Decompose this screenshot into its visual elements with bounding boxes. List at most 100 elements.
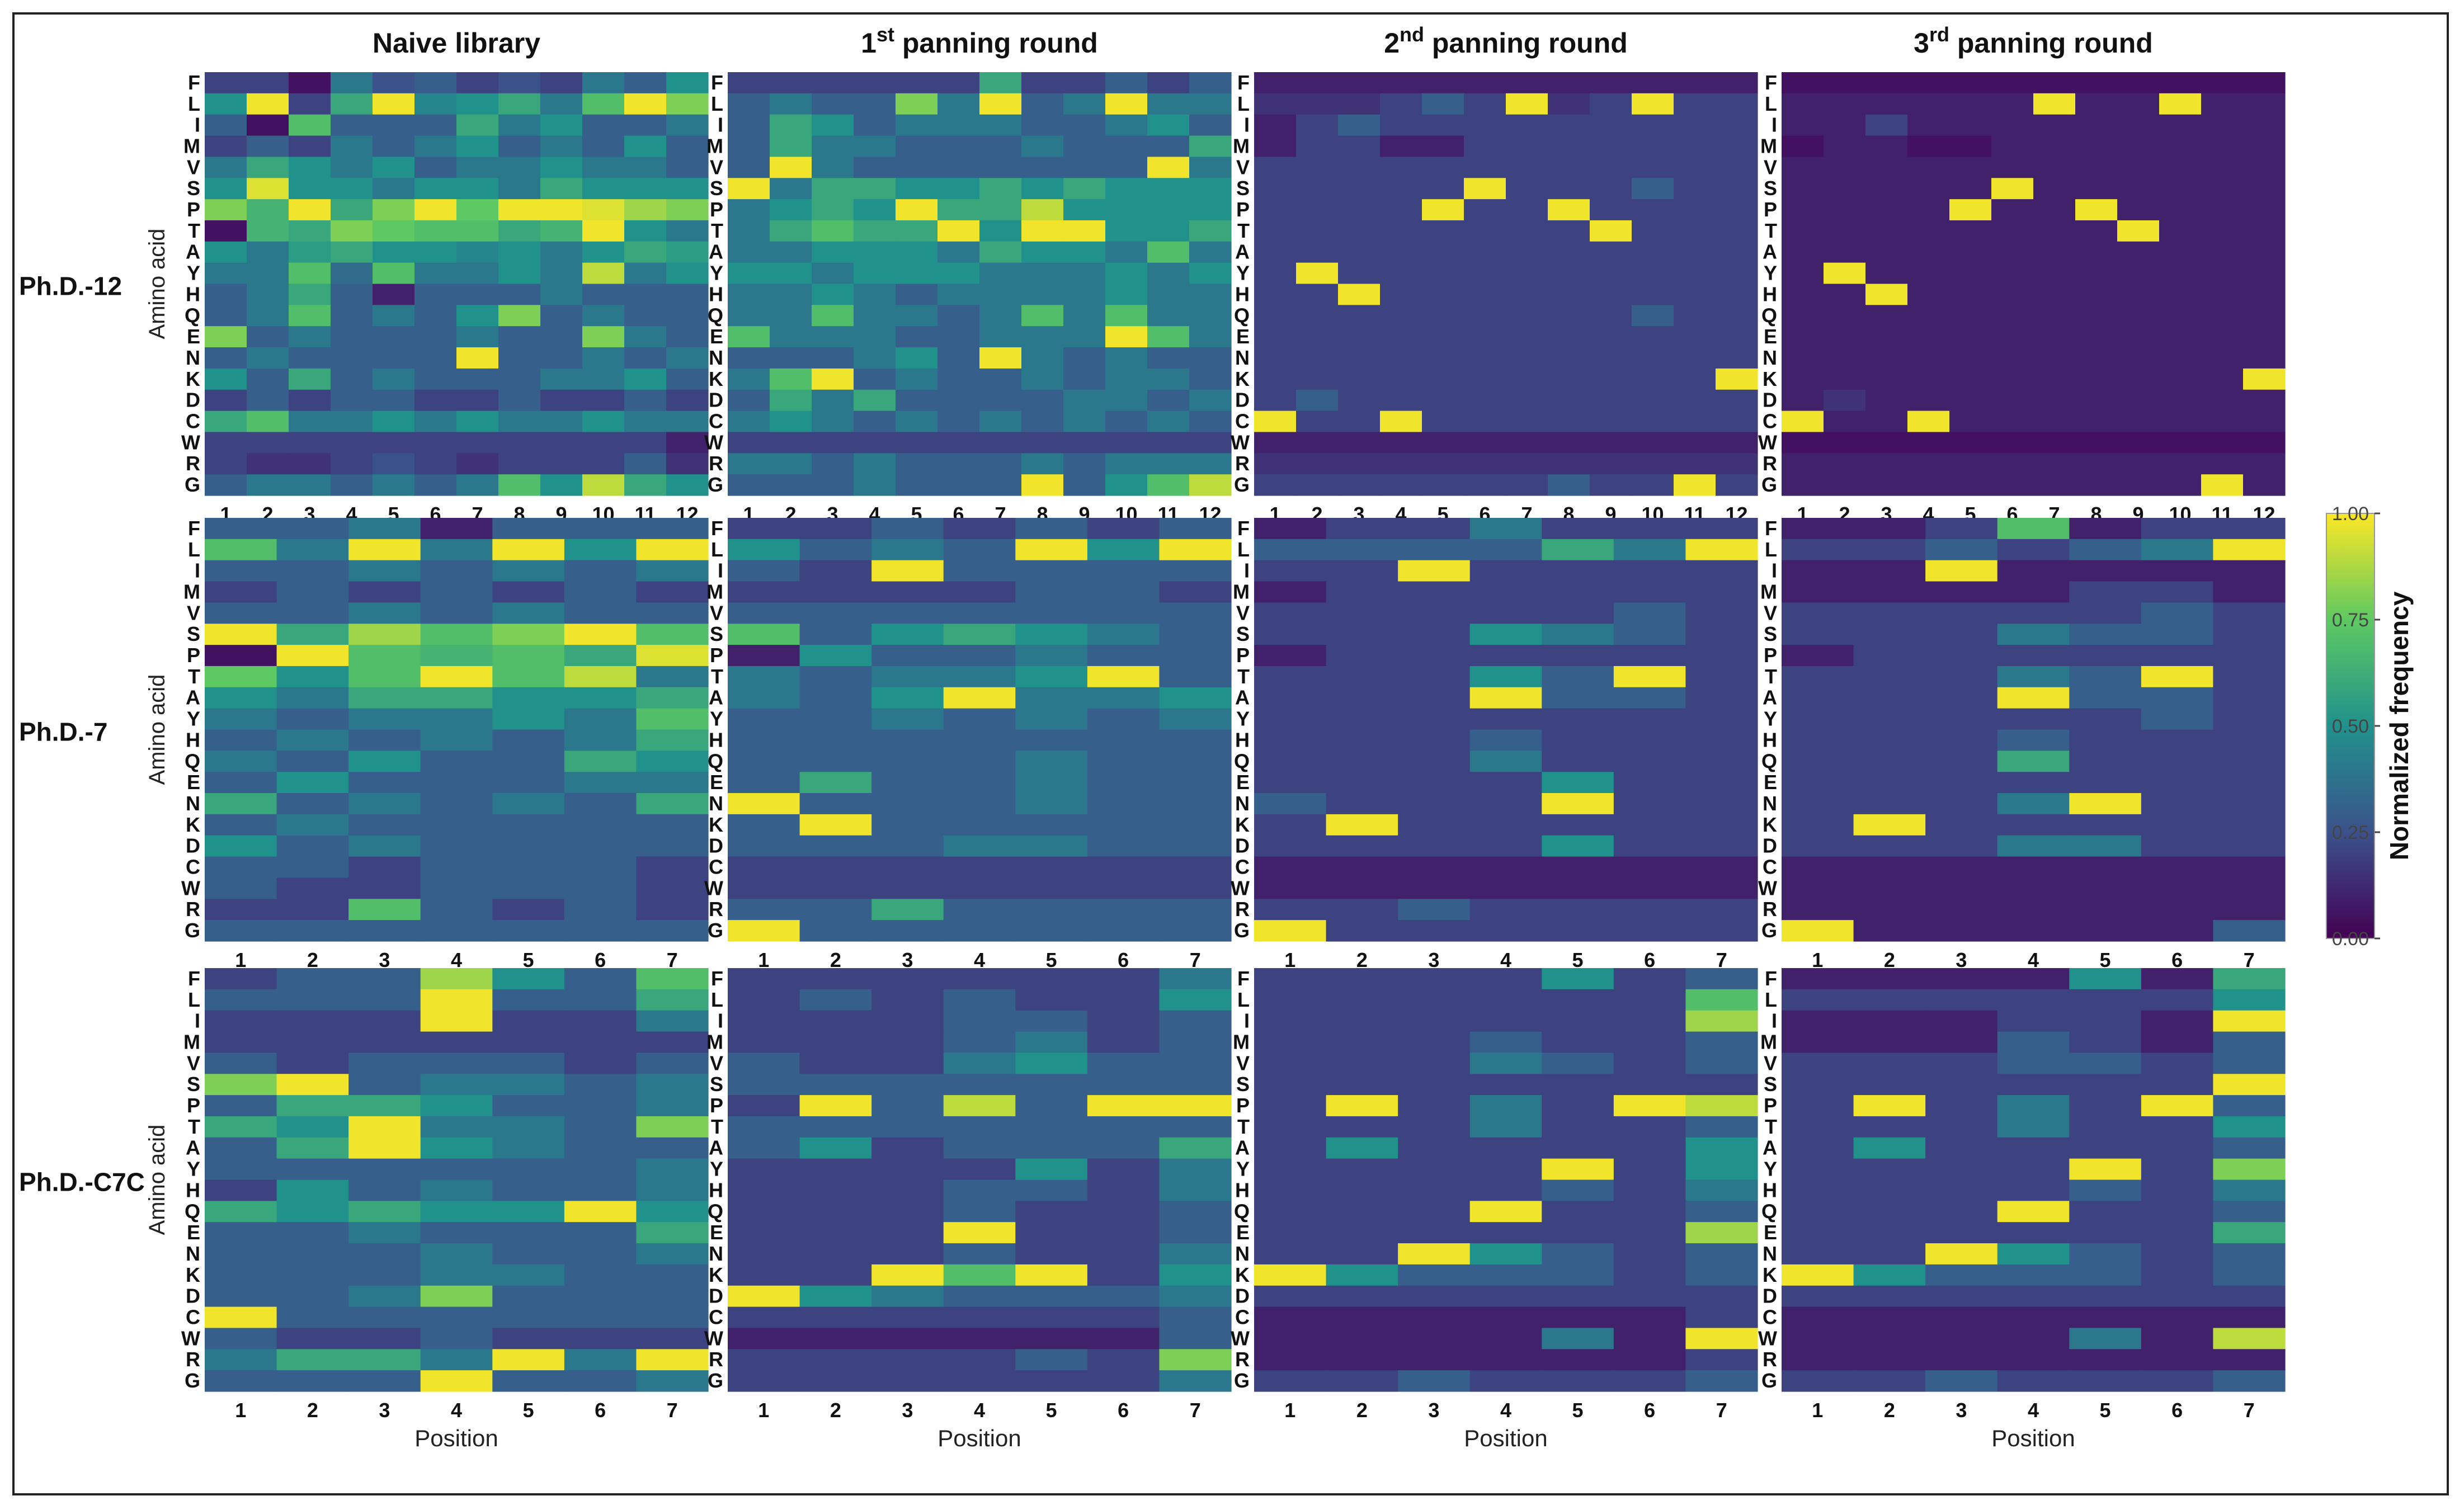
heatmap-cell (1087, 687, 1160, 709)
heatmap-cell (247, 453, 289, 475)
heatmap-cell (1063, 389, 1106, 412)
column-title-text: 3 (1914, 27, 1929, 59)
heatmap-cell (799, 899, 872, 921)
heatmap-cell (540, 368, 583, 390)
heatmap-cell (2141, 793, 2214, 815)
heatmap-cell (1997, 968, 2070, 990)
heatmap-cell (1925, 729, 1998, 751)
heatmap-cell (1925, 602, 1998, 624)
heatmap-cell (1997, 1349, 2070, 1371)
heatmap-cell (1398, 1137, 1471, 1159)
heatmap-cell (540, 347, 583, 369)
heatmap-cell (420, 835, 493, 857)
heatmap-cell (420, 1243, 493, 1265)
heatmap-cell (1422, 199, 1464, 221)
heatmap-cell (2201, 347, 2244, 369)
amino-acid-tick-label: N (1235, 346, 1250, 369)
heatmap-cell (2117, 220, 2160, 242)
amino-acid-tick-label: T (188, 219, 200, 242)
amino-acid-tick-label: D (1235, 834, 1250, 857)
heatmap-cell (728, 347, 770, 369)
heatmap-cell (1542, 835, 1614, 857)
heatmap-cell (666, 410, 709, 433)
heatmap-cell (582, 453, 625, 475)
heatmap-cell (373, 135, 415, 157)
heatmap-cell (1254, 772, 1327, 794)
heatmap-cell (205, 1306, 277, 1329)
amino-acid-tick-label: F (1237, 967, 1250, 990)
heatmap-cell (1380, 220, 1422, 242)
heatmap-cell (1542, 1222, 1614, 1244)
heatmap-cell (624, 241, 667, 263)
heatmap-cell (1782, 968, 1854, 990)
amino-acid-tick-label: P (1236, 1094, 1250, 1117)
heatmap-cell (624, 284, 667, 305)
heatmap-cell (1015, 1328, 1088, 1349)
heatmap-cell (420, 899, 493, 921)
heatmap-cell (1674, 72, 1716, 94)
heatmap-cell (1685, 1264, 1758, 1286)
heatmap-cell (636, 602, 709, 624)
amino-acid-tick-label: F (711, 71, 723, 94)
heatmap-cell (871, 1201, 944, 1223)
heatmap-cell (896, 305, 938, 327)
heatmap-cell (1254, 347, 1297, 369)
heatmap-cell (564, 1095, 637, 1117)
heatmap-cell (1469, 793, 1542, 815)
heatmap-cell (1853, 1010, 1926, 1032)
heatmap-cell (1782, 1264, 1854, 1286)
heatmap-cell (1398, 1095, 1471, 1117)
amino-acid-tick-label: A (186, 240, 200, 263)
heatmap-cell (1469, 560, 1542, 582)
heatmap-cell (1296, 368, 1339, 390)
heatmap-cell (1159, 666, 1232, 688)
heatmap-cell (1087, 1137, 1160, 1159)
heatmap-cell (871, 1349, 944, 1371)
heatmap-cell (812, 347, 854, 369)
heatmap-cell (1159, 729, 1232, 751)
heatmap-cell (1674, 241, 1716, 263)
heatmap-cell (1949, 114, 1992, 136)
x-axis-label: Position (1991, 1425, 2075, 1451)
heatmap-cell (276, 666, 349, 688)
heatmap-cell (1782, 814, 1854, 836)
heatmap-cell (2243, 241, 2286, 263)
heatmap-cell (979, 72, 1022, 94)
heatmap-cell (1159, 1349, 1232, 1371)
heatmap-cell (2159, 157, 2202, 178)
heatmap-cell (1189, 389, 1232, 412)
heatmap-cell (205, 199, 247, 221)
heatmap-cell (1506, 157, 1548, 178)
heatmap-cell (1782, 1349, 1854, 1371)
heatmap-cell (1674, 432, 1716, 454)
heatmap-cell (1506, 368, 1548, 390)
heatmap-cell (624, 453, 667, 475)
heatmap-cell (1254, 518, 1327, 540)
heatmap-cell (492, 1201, 565, 1223)
heatmap-cell (728, 814, 800, 836)
heatmap-cell (1296, 114, 1339, 136)
heatmap-cell (582, 135, 625, 157)
position-tick-label: 5 (1572, 949, 1584, 971)
heatmap-cell (1997, 1116, 2070, 1138)
heatmap-cell (2069, 1116, 2142, 1138)
heatmap-cell (2141, 1222, 2214, 1244)
amino-acid-tick-label: Q (708, 749, 723, 772)
heatmap-cell (1907, 453, 1950, 475)
heatmap-cell (1613, 560, 1686, 582)
heatmap-cell (624, 347, 667, 369)
heatmap-cell (492, 560, 565, 582)
heatmap-cell (276, 1116, 349, 1138)
heatmap-cell (2069, 835, 2142, 857)
heatmap-cell (1548, 284, 1590, 305)
heatmap-cell (1254, 645, 1327, 667)
heatmap-cell (492, 645, 565, 667)
amino-acid-tick-label: M (183, 134, 200, 157)
heatmap-cell (420, 1179, 493, 1201)
heatmap-cell (636, 518, 709, 540)
heatmap-cell (1105, 114, 1148, 136)
heatmap-cell (1853, 1074, 1926, 1096)
amino-acid-tick-label: T (1237, 219, 1250, 242)
position-tick-label: 7 (1190, 949, 1201, 971)
